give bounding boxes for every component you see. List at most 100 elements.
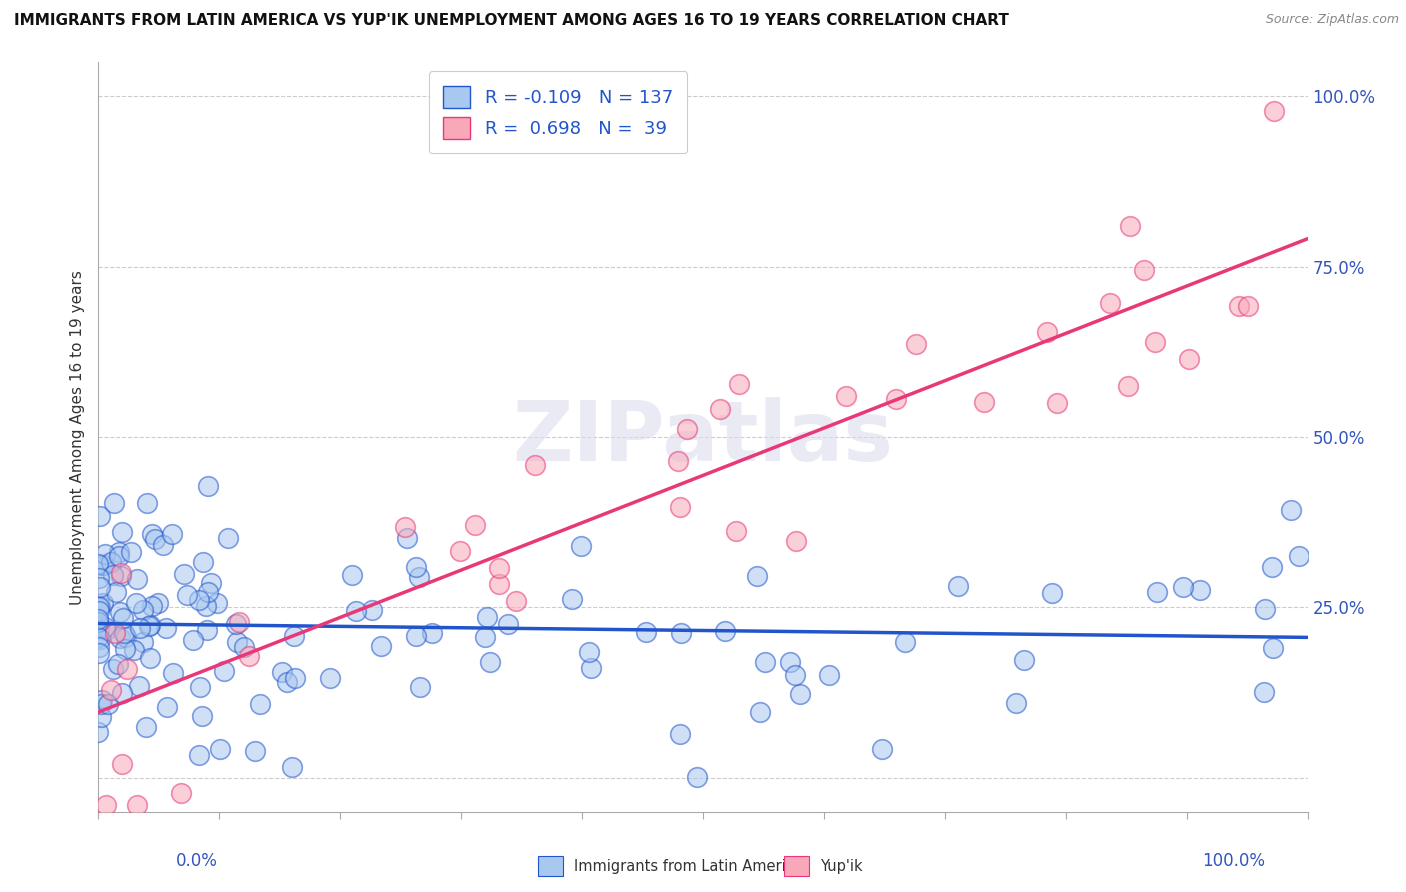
- Point: [1146, 585, 1168, 599]
- Point: [188, 748, 211, 763]
- Point: [105, 584, 128, 599]
- Point: [125, 596, 148, 610]
- Point: [89, 640, 111, 654]
- Point: [779, 655, 801, 669]
- Point: [238, 648, 260, 663]
- Point: [1143, 334, 1166, 349]
- Point: [870, 742, 893, 756]
- Point: [420, 625, 443, 640]
- Point: [450, 544, 472, 558]
- Point: [176, 588, 198, 602]
- Point: [496, 616, 519, 631]
- Point: [195, 623, 218, 637]
- Point: [90, 698, 112, 712]
- Point: [666, 454, 689, 468]
- Point: [754, 655, 776, 669]
- Point: [1132, 263, 1154, 277]
- Point: [783, 668, 806, 682]
- Point: [636, 624, 658, 639]
- Point: [488, 577, 510, 591]
- Point: [135, 720, 157, 734]
- Point: [232, 640, 254, 654]
- Point: [1229, 300, 1251, 314]
- Point: [114, 625, 136, 640]
- Point: [319, 672, 342, 686]
- Point: [464, 518, 486, 533]
- Point: [405, 560, 427, 574]
- Point: [100, 555, 122, 569]
- Point: [141, 599, 163, 614]
- Legend: R = -0.109   N = 137, R =  0.698   N =  39: R = -0.109 N = 137, R = 0.698 N = 39: [429, 71, 688, 153]
- Point: [200, 576, 222, 591]
- Point: [249, 697, 271, 711]
- Point: [818, 668, 841, 682]
- Point: [1281, 503, 1303, 517]
- Point: [128, 621, 150, 635]
- Point: [1119, 219, 1142, 233]
- Text: Source: ZipAtlas.com: Source: ZipAtlas.com: [1265, 13, 1399, 27]
- Point: [97, 698, 120, 712]
- Point: [283, 629, 305, 643]
- Point: [748, 705, 770, 719]
- Y-axis label: Unemployment Among Ages 16 to 19 years: Unemployment Among Ages 16 to 19 years: [69, 269, 84, 605]
- Point: [344, 604, 367, 618]
- Point: [669, 500, 692, 514]
- Point: [1171, 580, 1194, 594]
- Point: [111, 611, 134, 625]
- Point: [87, 724, 110, 739]
- Point: [905, 337, 928, 351]
- Point: [197, 479, 219, 493]
- Point: [115, 662, 138, 676]
- Point: [141, 527, 163, 541]
- Point: [94, 620, 117, 634]
- Point: [128, 679, 150, 693]
- Point: [155, 620, 177, 634]
- Point: [1040, 586, 1063, 600]
- Point: [87, 604, 110, 618]
- Text: 0.0%: 0.0%: [176, 852, 218, 870]
- Point: [1237, 299, 1260, 313]
- Point: [107, 549, 129, 564]
- Point: [488, 560, 510, 574]
- Point: [93, 547, 115, 561]
- Point: [724, 524, 747, 539]
- Point: [191, 555, 214, 569]
- Point: [89, 581, 111, 595]
- Point: [125, 572, 148, 586]
- Point: [409, 681, 432, 695]
- Point: [96, 624, 118, 638]
- Point: [727, 376, 749, 391]
- Point: [475, 610, 498, 624]
- Point: [284, 671, 307, 685]
- Point: [87, 557, 110, 571]
- Point: [110, 569, 132, 583]
- Point: [139, 651, 162, 665]
- Point: [340, 568, 363, 582]
- Point: [835, 389, 858, 403]
- Point: [569, 539, 592, 553]
- Point: [162, 666, 184, 681]
- Point: [87, 571, 110, 585]
- Point: [709, 402, 731, 417]
- Point: [561, 591, 583, 606]
- Point: [89, 599, 111, 614]
- Point: [89, 508, 111, 523]
- Point: [1261, 640, 1284, 655]
- Point: [103, 662, 125, 676]
- Point: [1098, 296, 1121, 310]
- Point: [110, 566, 132, 581]
- Text: Yup'ik: Yup'ik: [821, 859, 863, 873]
- Point: [87, 646, 110, 660]
- Point: [115, 630, 138, 644]
- Point: [146, 596, 169, 610]
- Point: [132, 635, 155, 649]
- Point: [108, 605, 131, 619]
- Point: [156, 699, 179, 714]
- Point: [93, 558, 115, 572]
- Point: [669, 625, 692, 640]
- Text: ZIPatlas: ZIPatlas: [513, 397, 893, 477]
- Point: [190, 709, 212, 723]
- Point: [1178, 352, 1201, 367]
- Point: [405, 629, 427, 643]
- Point: [228, 615, 250, 629]
